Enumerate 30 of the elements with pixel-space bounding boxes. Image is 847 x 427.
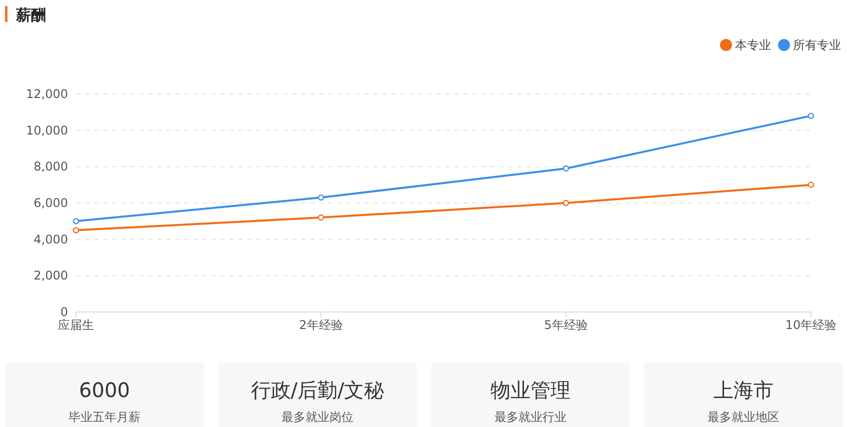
chart-title: 薪酬	[15, 6, 46, 24]
x-tick-label: 2年经验	[299, 318, 343, 332]
point	[808, 112, 814, 119]
point	[72, 218, 80, 224]
text: 最多就业岗位	[282, 410, 354, 424]
legend-label: 所有专业	[793, 38, 841, 52]
y-tick-label: 0	[60, 305, 68, 319]
y-tick-label: 6,000	[34, 196, 68, 210]
point	[72, 227, 80, 234]
y-tick-label: 4,000	[34, 232, 68, 246]
text: 物业管理	[490, 378, 570, 402]
y-tick-label: 2,000	[34, 268, 68, 283]
point	[318, 214, 324, 221]
x-tick-label: 10年经验	[785, 318, 837, 332]
text: 上海市	[714, 378, 774, 402]
y-tick-label: 12,000	[26, 87, 68, 101]
text: 6000	[79, 378, 130, 402]
y-tick-label: 8,000	[34, 160, 68, 174]
point	[562, 165, 570, 172]
legend-label: 本专业	[735, 38, 771, 52]
text: 最多就业行业	[494, 410, 566, 424]
text: 行政/后勤/文秘	[250, 378, 384, 402]
x-tick-label: 应届生	[58, 318, 94, 332]
x-tick-label: 5年经验	[544, 318, 588, 332]
text: 毕业五年月薪	[68, 410, 140, 424]
point	[808, 182, 814, 188]
text: 最多就业地区	[708, 410, 780, 424]
point	[318, 194, 324, 201]
y-tick-label: 10,000	[26, 123, 68, 138]
point	[562, 200, 570, 206]
